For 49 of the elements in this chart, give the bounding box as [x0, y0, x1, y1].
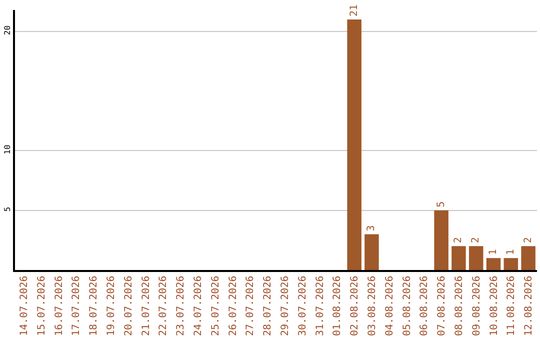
x-tick-label: 03.08.2026 [366, 276, 378, 336]
x-tick-label: 14.07.2026 [18, 276, 30, 336]
bar [347, 20, 362, 270]
bar [364, 234, 379, 270]
x-tick-label: 25.07.2026 [210, 276, 222, 336]
x-tick-label: 06.08.2026 [419, 276, 430, 336]
bar [468, 246, 484, 270]
bar [521, 246, 536, 270]
x-tick-label: 07.08.2026 [436, 276, 448, 336]
x-tick-label: 09.08.2026 [471, 276, 482, 336]
x-tick-label: 11.08.2026 [506, 276, 518, 336]
x-tick-label: 20.07.2026 [123, 276, 134, 336]
data-label: 21 [348, 4, 360, 17]
bar [434, 210, 448, 270]
y-tick-label: 20 [3, 25, 12, 36]
data-label: 2 [470, 237, 482, 244]
x-tick-label: 27.07.2026 [245, 276, 256, 336]
data-label: 2 [522, 237, 534, 244]
x-tick-label: 08.08.2026 [454, 276, 465, 336]
data-label: 1 [505, 249, 516, 256]
bar [504, 258, 518, 270]
x-tick-label: 17.07.2026 [71, 276, 82, 336]
x-tick-label: 26.07.2026 [228, 276, 239, 336]
x-tick-label: 02.08.2026 [350, 276, 361, 336]
x-tick-label: 15.07.2026 [36, 276, 48, 336]
x-tick-label: 30.07.2026 [297, 276, 308, 336]
x-tick-label: 29.07.2026 [280, 276, 291, 336]
data-label: 3 [366, 225, 378, 232]
x-tick-label: 31.07.2026 [314, 276, 326, 336]
x-tick-label: 10.08.2026 [488, 276, 500, 336]
x-tick-label: 21.07.2026 [140, 276, 152, 336]
y-tick-label: 5 [3, 206, 12, 212]
data-label: 5 [436, 201, 447, 208]
data-label: 1 [488, 249, 499, 256]
x-tick-label: 05.08.2026 [402, 276, 413, 336]
x-tick-label: 28.07.2026 [262, 276, 274, 336]
data-label: 2 [453, 237, 464, 244]
bar [452, 246, 466, 270]
x-tick-label: 04.08.2026 [384, 276, 396, 336]
y-tick-label: 10 [3, 144, 12, 154]
x-tick-label: 19.07.2026 [106, 276, 117, 336]
x-tick-label: 22.07.2026 [158, 276, 170, 336]
x-tick-label: 12.08.2026 [524, 276, 535, 336]
x-tick-label: 16.07.2026 [54, 276, 65, 336]
x-tick-label: 18.07.2026 [88, 276, 100, 336]
x-tick-label: 24.07.2026 [192, 276, 204, 336]
bar [486, 258, 501, 270]
x-tick-label: 01.08.2026 [332, 276, 344, 336]
x-tick-label: 23.07.2026 [176, 276, 187, 336]
